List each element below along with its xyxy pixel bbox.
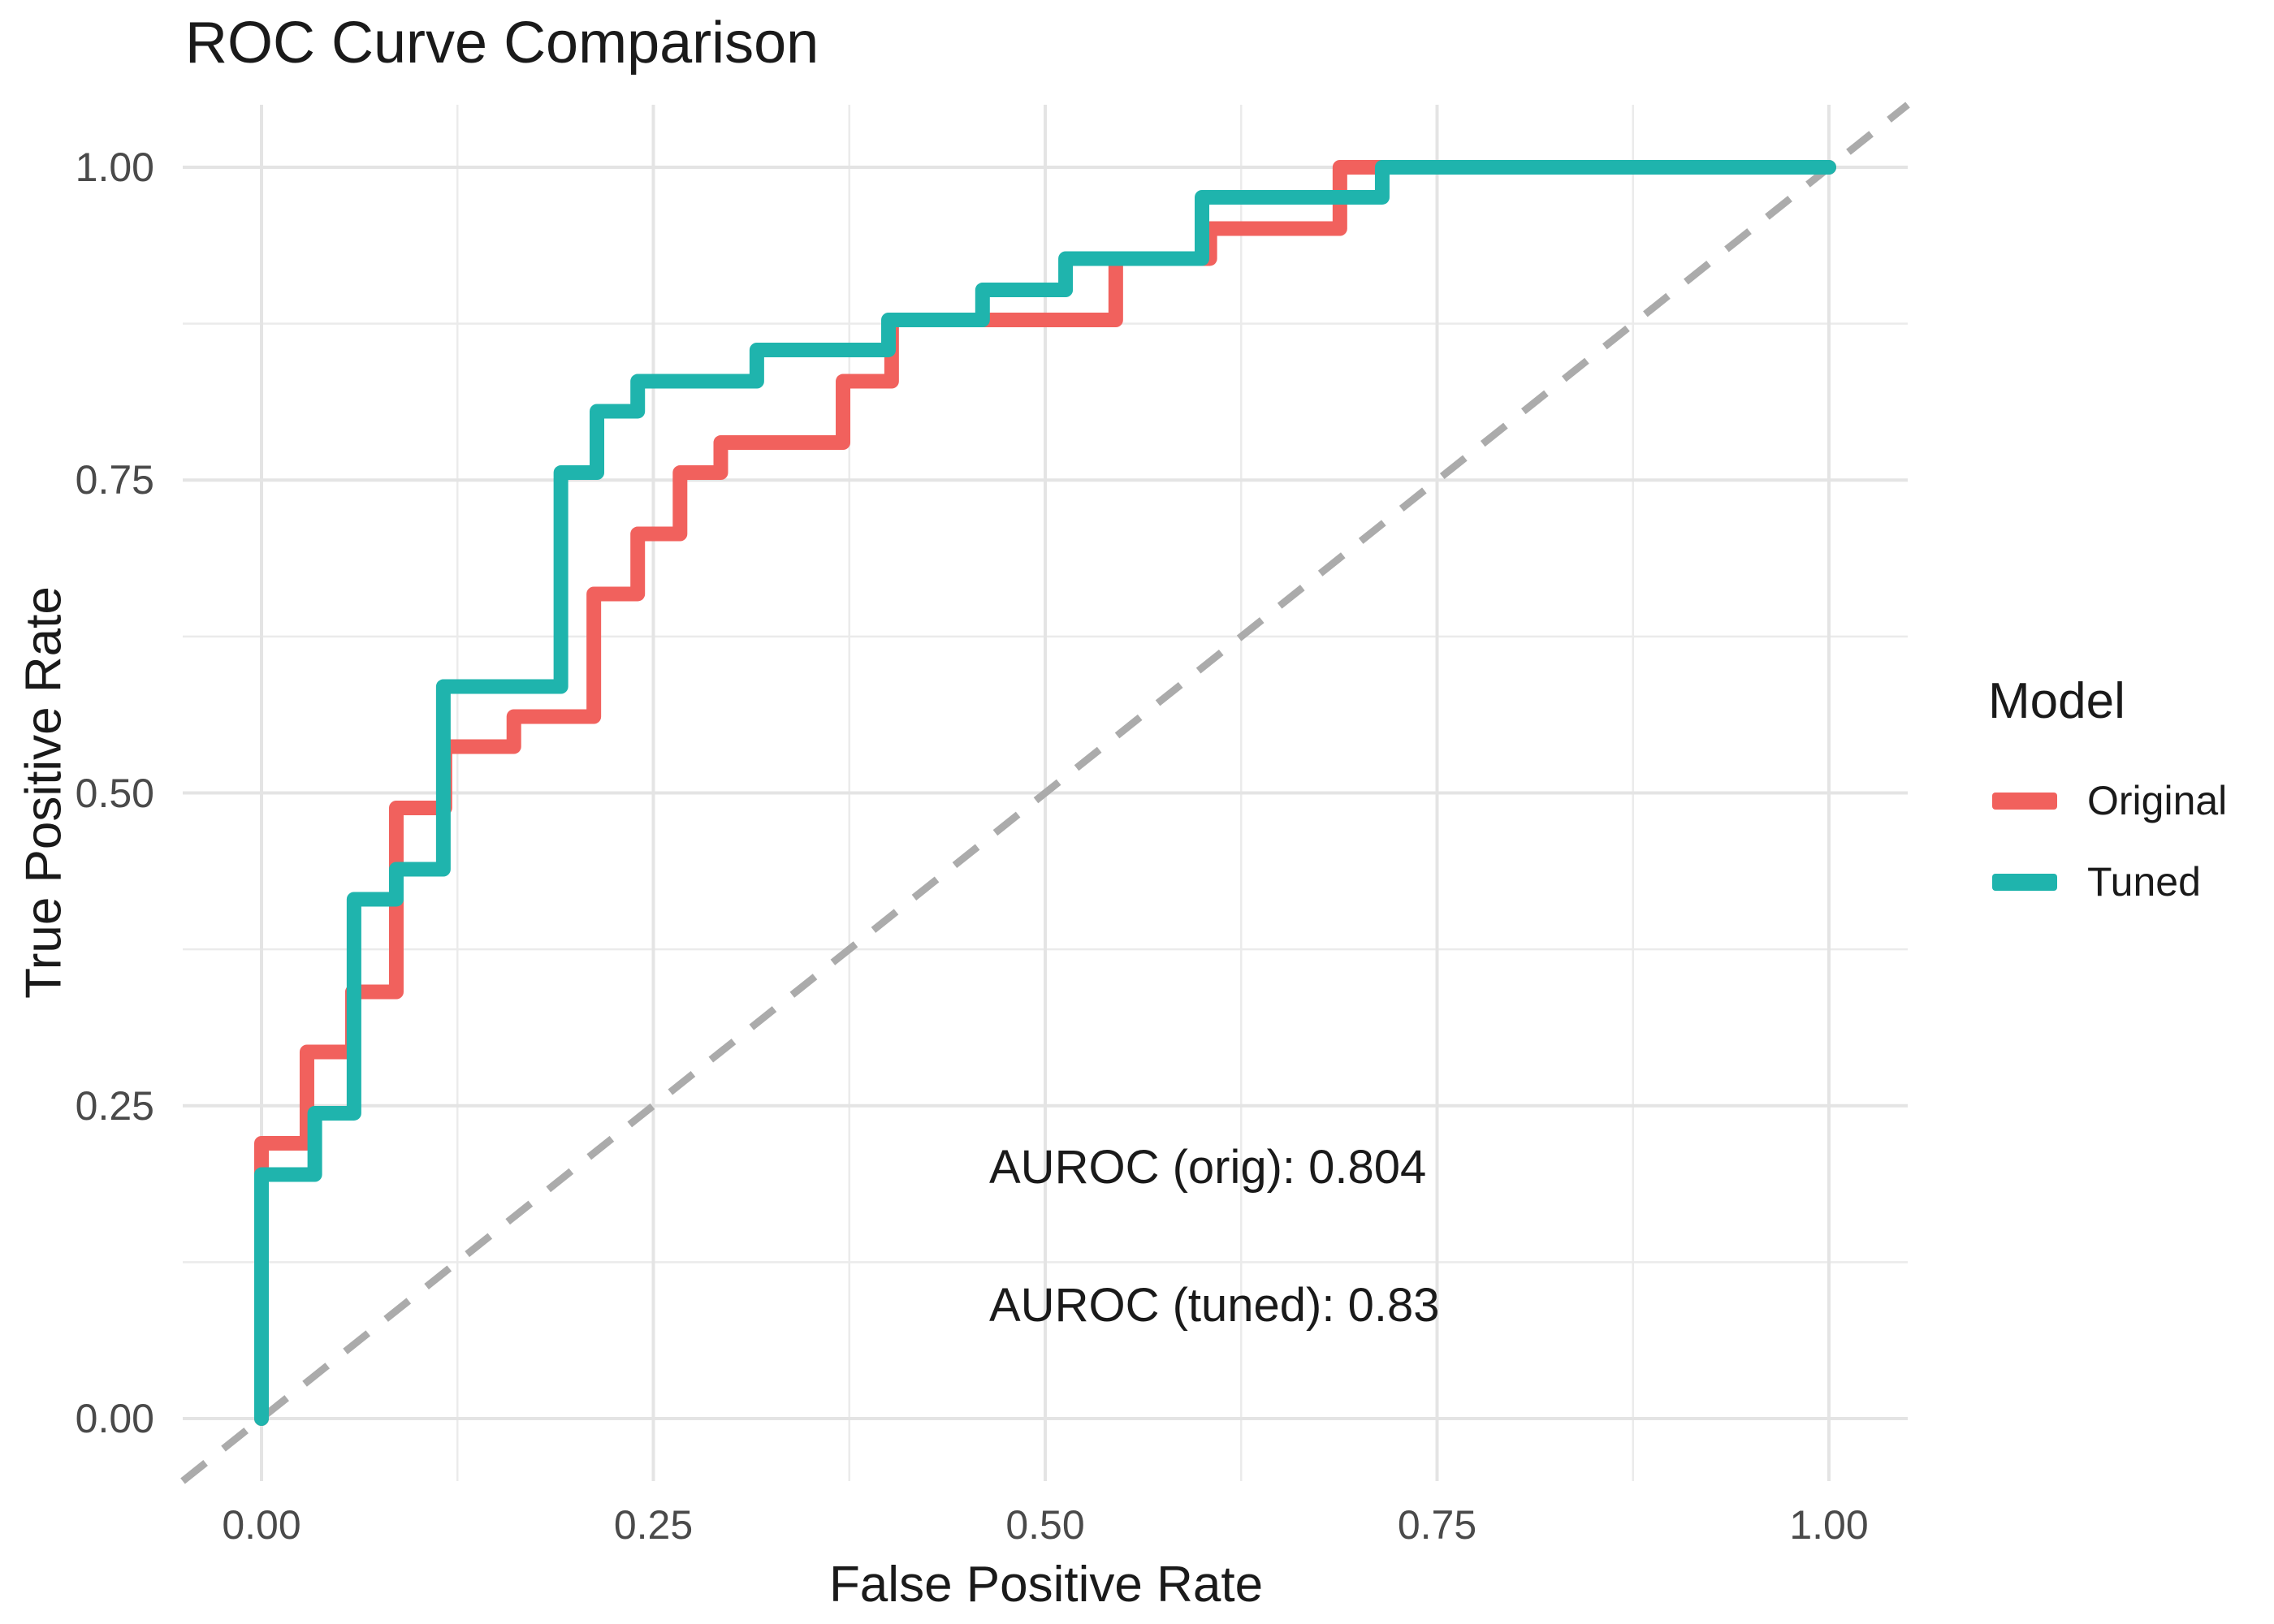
chart-title: ROC Curve Comparison — [185, 11, 819, 76]
x-tick-label: 0.25 — [613, 1502, 694, 1548]
auroc-original-annotation: AUROC (orig): 0.804 — [989, 1141, 1427, 1194]
legend-item-original: Original — [1988, 780, 2264, 821]
x-axis-title: False Positive Rate — [828, 1557, 1264, 1613]
x-tick-label: 0.75 — [1397, 1502, 1477, 1548]
y-tick-label: 1.00 — [75, 145, 154, 190]
y-tick-label: 0.50 — [75, 770, 154, 816]
legend-item-tuned: Tuned — [1988, 862, 2264, 902]
legend-title: Model — [1988, 673, 2125, 729]
roc-curve-tuned — [254, 160, 1836, 1426]
y-tick-label: 0.00 — [75, 1396, 154, 1441]
tuned-series-swatch — [1992, 874, 2057, 891]
x-tick-label: 0.50 — [1005, 1502, 1085, 1548]
auroc-tuned-annotation: AUROC (tuned): 0.83 — [989, 1279, 1440, 1332]
legend-item-label: Original — [2087, 778, 2228, 823]
legend-item-label: Tuned — [2087, 859, 2201, 905]
y-tick-label: 0.75 — [75, 457, 154, 503]
x-tick-label: 0.00 — [222, 1502, 301, 1548]
x-tick-label: 1.00 — [1789, 1502, 1869, 1548]
chance-diagonal-reference-line — [180, 102, 1910, 1484]
original-series-swatch — [1992, 793, 2057, 810]
legend: Model Original Tuned — [1988, 672, 2264, 943]
y-tick-label: 0.25 — [75, 1082, 154, 1129]
